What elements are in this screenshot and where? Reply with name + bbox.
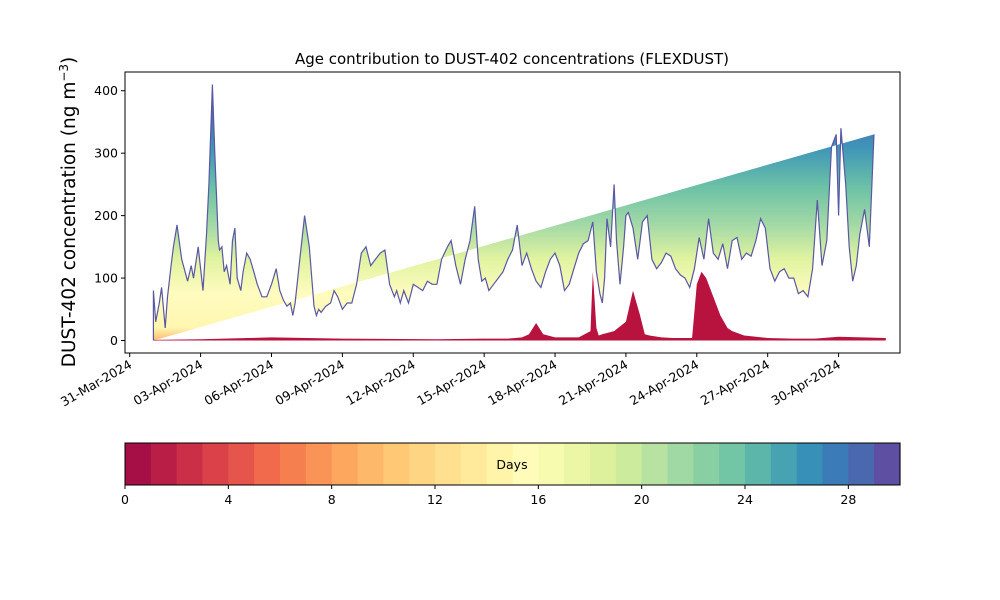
- colorbar-cell: [254, 443, 281, 485]
- red-age-band-area: [153, 271, 886, 341]
- colorbar-cell: [202, 443, 229, 485]
- plot-frame: [124, 71, 901, 354]
- colorbar-tick-label: 12: [427, 492, 443, 507]
- x-axis: 31-Mar-202403-Apr-202406-Apr-202409-Apr-…: [58, 353, 843, 409]
- colorbar-cell: [719, 443, 746, 485]
- colorbar-cell: [615, 443, 643, 485]
- colorbar-cell: [796, 443, 824, 485]
- x-tick-label: 21-Apr-2024: [556, 357, 630, 409]
- colorbar-cell: [331, 443, 359, 485]
- colorbar-cell: [486, 443, 514, 485]
- colorbar-tick-label: 8: [328, 492, 336, 507]
- colorbar-cell: [383, 443, 410, 485]
- colorbar: Days 0 4 8 12 16 20 24 28: [121, 442, 901, 507]
- colorbar-cell: [564, 443, 591, 485]
- y-tick-label: 0: [110, 333, 118, 348]
- y-tick-label: 400: [94, 83, 118, 98]
- x-tick-label: 30-Apr-2024: [769, 357, 843, 409]
- x-tick-label: 06-Apr-2024: [202, 357, 276, 409]
- colorbar-cell: [357, 443, 384, 485]
- colorbar-cell: [590, 443, 617, 485]
- x-tick-label: 24-Apr-2024: [627, 357, 701, 409]
- y-axis: 0 100 200 300 400: [94, 83, 125, 348]
- colorbar-cell: [176, 443, 204, 485]
- colorbar-cell: [770, 443, 798, 485]
- x-tick-label: 09-Apr-2024: [272, 357, 346, 409]
- colorbar-cells: [125, 443, 901, 485]
- plot-area: [152, 84, 886, 341]
- colorbar-cell: [693, 443, 720, 485]
- colorbar-cell: [538, 443, 565, 485]
- x-tick-label: 18-Apr-2024: [485, 357, 559, 409]
- colorbar-cell: [667, 443, 694, 485]
- colorbar-cell: [641, 443, 669, 485]
- colorbar-cell: [460, 443, 488, 485]
- colorbar-tick-label: 24: [737, 492, 753, 507]
- colorbar-cell: [745, 443, 772, 485]
- y-tick-label: 100: [94, 271, 118, 286]
- colorbar-cell: [512, 443, 539, 485]
- colorbar-cell: [280, 443, 307, 485]
- colorbar-cell: [305, 443, 333, 485]
- colorbar-cell: [409, 443, 436, 485]
- colorbar-cell: [228, 443, 255, 485]
- colorbar-cell: [848, 443, 875, 485]
- x-tick-label: 12-Apr-2024: [343, 357, 417, 409]
- total-stacked-area: [152, 84, 875, 341]
- y-axis-label: DUST-402 concentration (ng m−3): [57, 57, 80, 368]
- y-tick-label: 200: [94, 208, 118, 223]
- chart-title: Age contribution to DUST-402 concentrati…: [295, 50, 729, 68]
- colorbar-frame: [124, 442, 901, 486]
- colorbar-tick-label: 28: [840, 492, 856, 507]
- colorbar-cell: [822, 443, 849, 485]
- colorbar-cell: [125, 443, 152, 485]
- x-tick-label: 15-Apr-2024: [414, 357, 488, 409]
- colorbar-ticks: 0 4 8 12 16 20 24 28: [121, 485, 856, 507]
- colorbar-cell: [435, 443, 462, 485]
- y-tick-label: 300: [94, 146, 118, 161]
- colorbar-tick-label: 0: [121, 492, 129, 507]
- x-tick-label: 27-Apr-2024: [698, 357, 772, 409]
- colorbar-tick-label: 4: [224, 492, 232, 507]
- colorbar-cell: [150, 443, 178, 485]
- colorbar-tick-label: 20: [634, 492, 650, 507]
- colorbar-label: Days: [496, 457, 527, 472]
- x-tick-label: 03-Apr-2024: [131, 357, 205, 409]
- colorbar-cell: [874, 443, 901, 485]
- colorbar-tick-label: 16: [530, 492, 546, 507]
